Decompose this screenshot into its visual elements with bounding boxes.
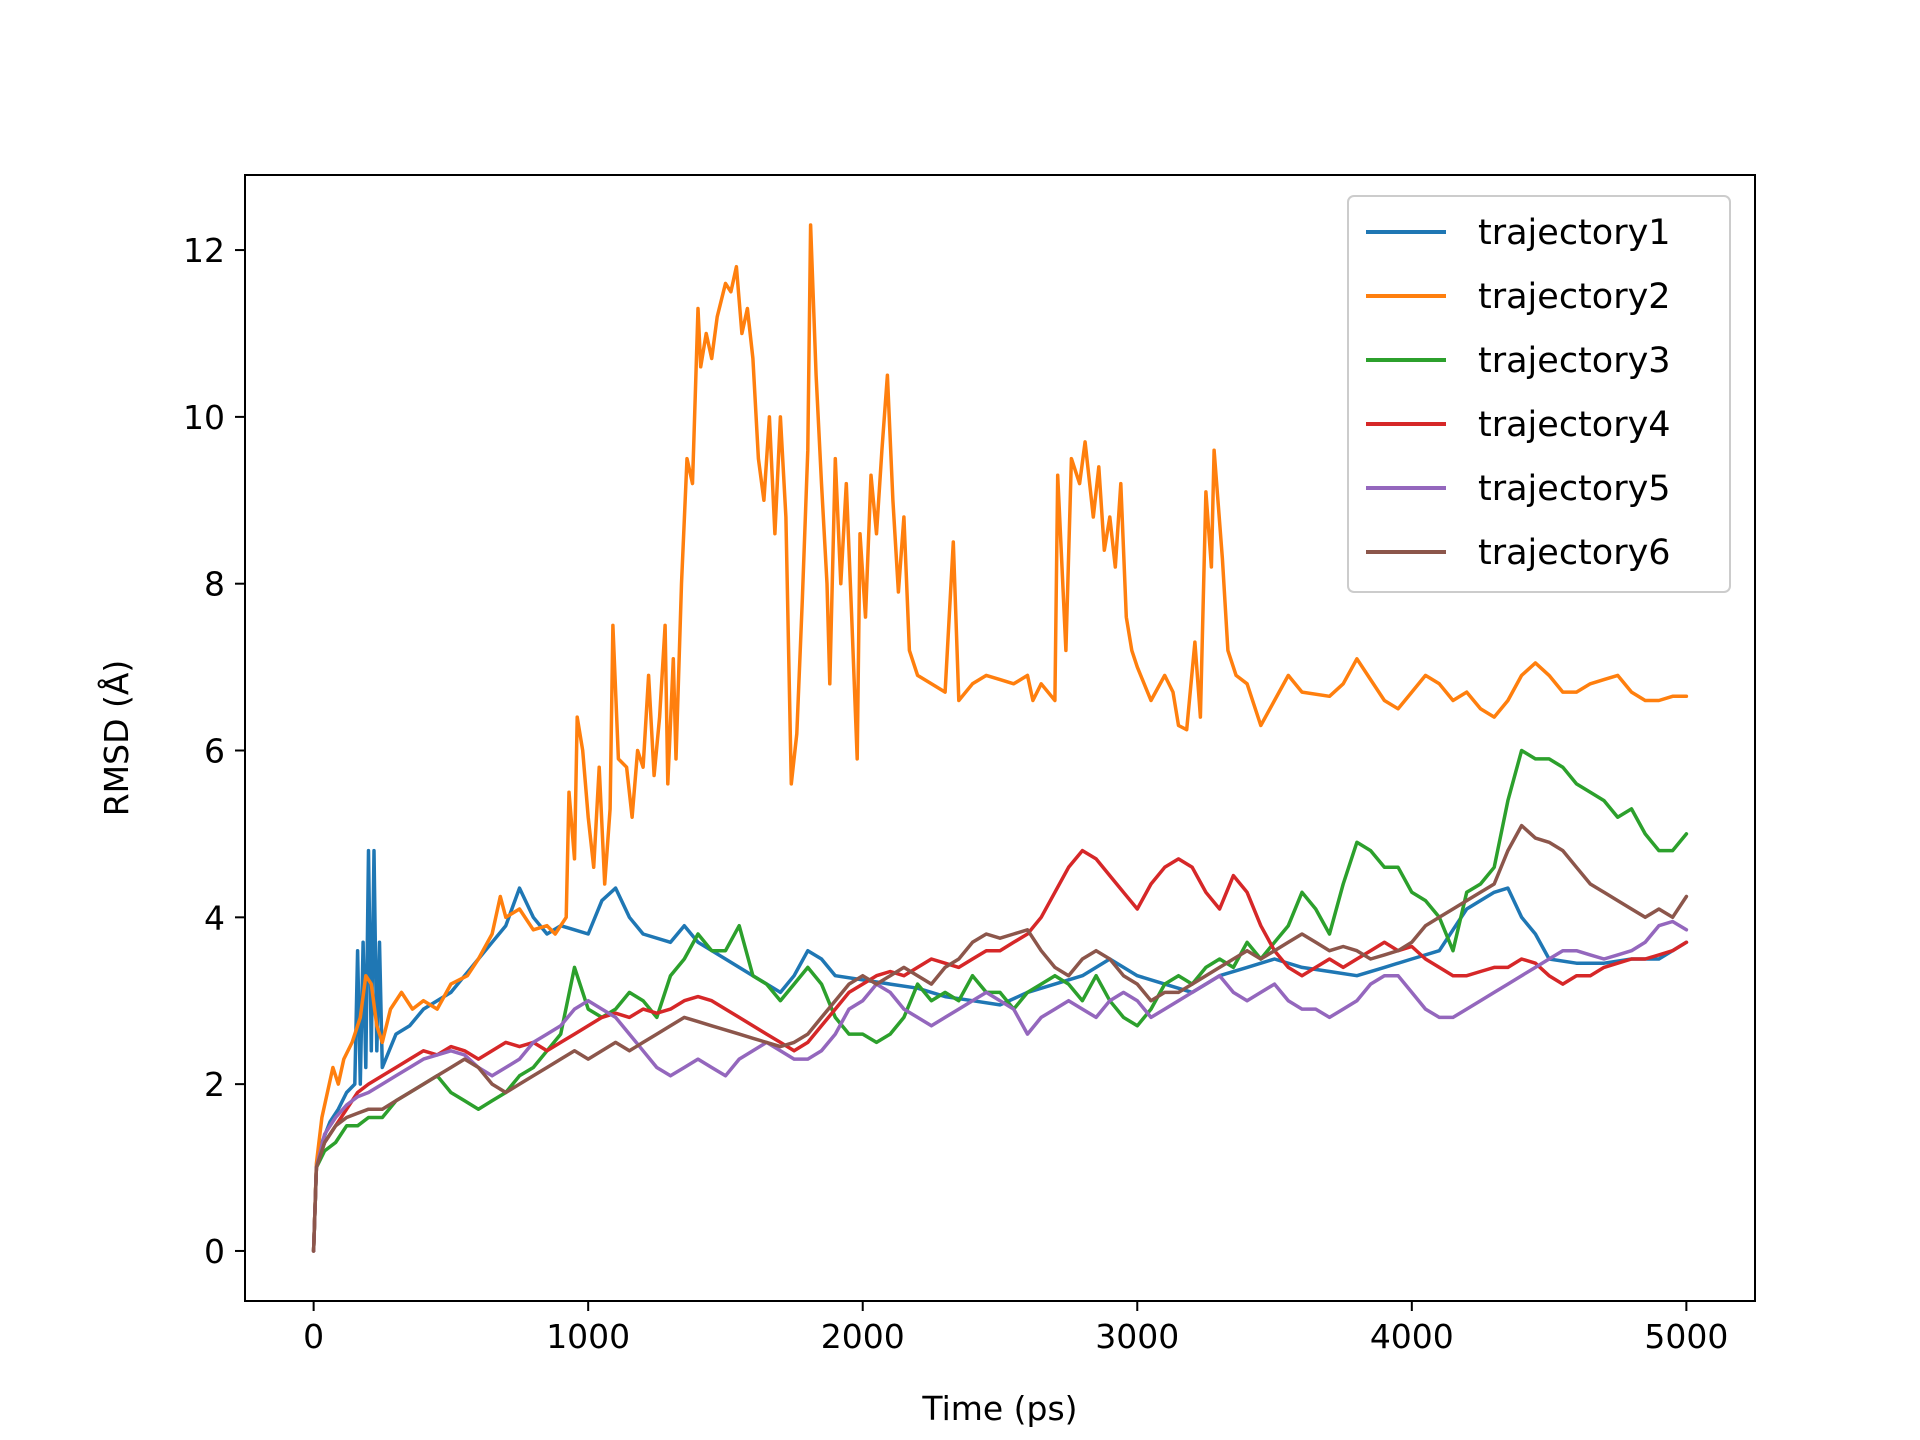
y-axis-label: RMSD (Å) — [96, 660, 136, 817]
plot-frame — [244, 174, 1756, 1302]
x-tick-label: 2000 — [821, 1317, 905, 1356]
y-axis: 0 2 4 6 8 10 12 — [183, 231, 245, 1271]
y-tick-label: 2 — [204, 1065, 225, 1104]
x-tick-label: 4000 — [1370, 1317, 1454, 1356]
x-tick-label: 3000 — [1095, 1317, 1179, 1356]
legend: trajectory1 trajectory2 trajectory3 traject… — [1347, 195, 1731, 593]
y-tick-label: 4 — [204, 898, 225, 937]
legend-label-2: trajectory2 — [1478, 277, 1671, 317]
series-line-5 — [311, 919, 1689, 1253]
legend-label-3: trajectory3 — [1478, 341, 1671, 381]
x-axis: 0 1000 2000 3000 4000 5000 — [303, 1301, 1728, 1356]
legend-label-1: trajectory1 — [1478, 213, 1671, 253]
series-line-4 — [311, 848, 1689, 1253]
y-tick-label: 10 — [183, 398, 225, 437]
legend-label-6: trajectory6 — [1478, 533, 1671, 573]
x-axis-label: Time (ps) — [921, 1389, 1077, 1428]
x-tick-label: 5000 — [1644, 1317, 1728, 1356]
y-tick-label: 8 — [204, 565, 225, 604]
series-line-6 — [311, 823, 1689, 1253]
y-tick-label: 0 — [204, 1232, 225, 1271]
legend-label-5: trajectory5 — [1478, 469, 1671, 509]
series-layer — [311, 223, 1689, 1253]
x-tick-label: 1000 — [546, 1317, 630, 1356]
y-tick-label: 12 — [183, 231, 225, 270]
legend-label-4: trajectory4 — [1478, 405, 1671, 445]
y-tick-label: 6 — [204, 732, 225, 771]
series-line-1 — [311, 848, 1689, 1253]
x-tick-label: 0 — [303, 1317, 324, 1356]
series-line-2 — [311, 223, 1689, 1253]
